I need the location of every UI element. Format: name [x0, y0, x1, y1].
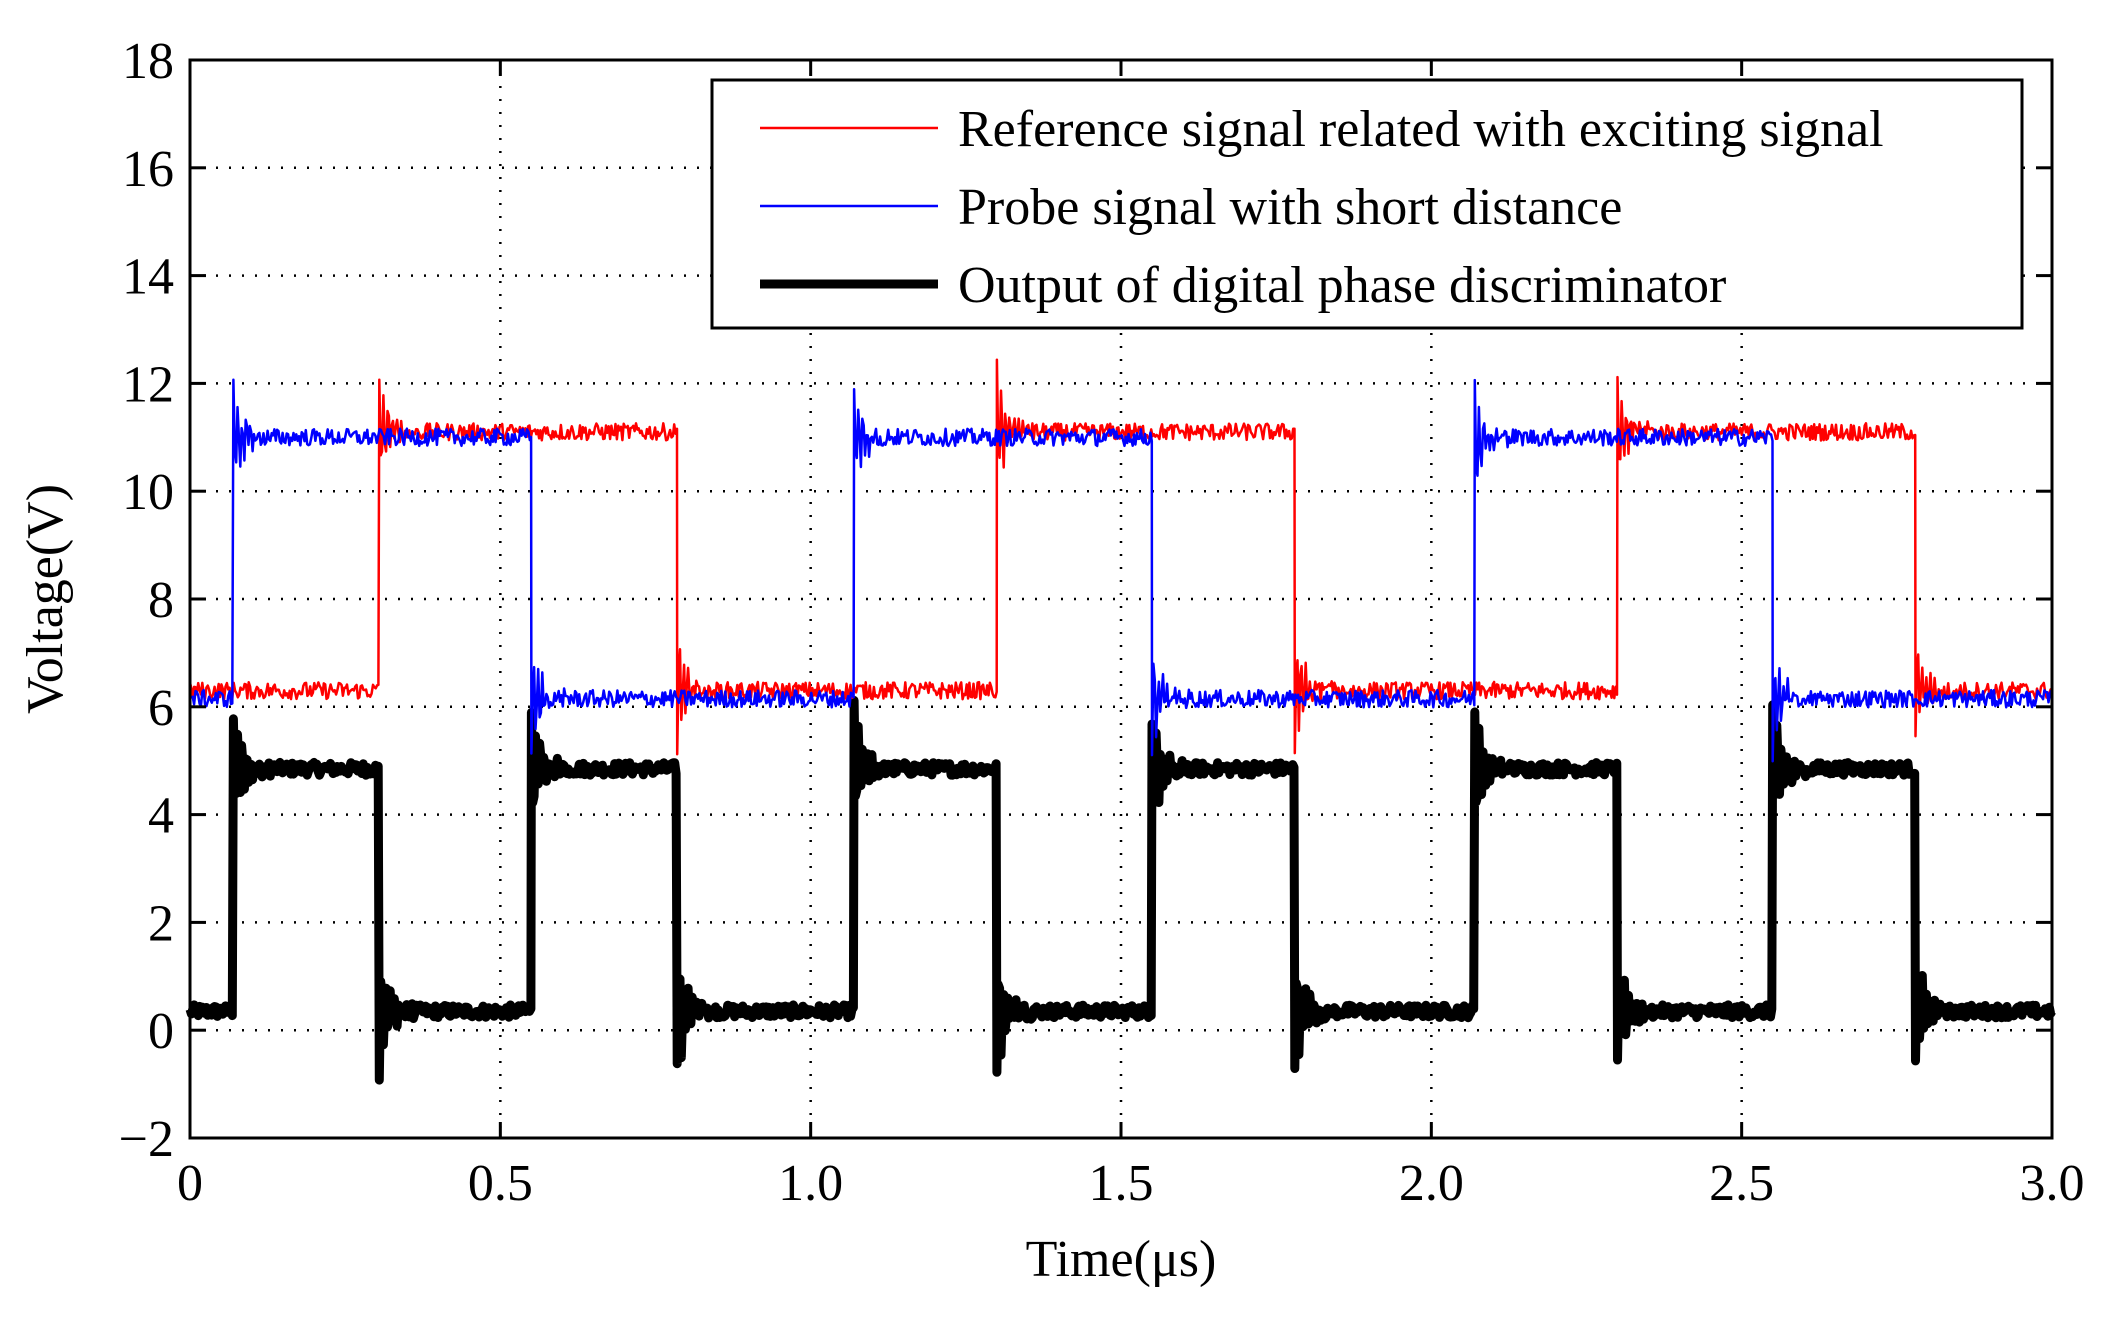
y-tick-label: 18 — [122, 33, 174, 90]
series-line-probe — [189, 378, 2054, 763]
y-tick-label: 14 — [122, 249, 174, 306]
x-tick-label: 3.0 — [2020, 1155, 2085, 1212]
x-tick-label: 1.5 — [1089, 1155, 1154, 1212]
x-tick-label: 2.5 — [1709, 1155, 1774, 1212]
legend-box — [710, 78, 2024, 330]
y-tick-label: −2 — [119, 1111, 174, 1168]
y-tick-label: 2 — [148, 895, 174, 952]
y-tick-label: 10 — [122, 464, 174, 521]
y-tick-label: 4 — [148, 788, 174, 845]
y-tick-label: 16 — [122, 141, 174, 198]
series-layer — [185, 358, 2056, 1085]
x-axis-label: Time(μs) — [1026, 1231, 1217, 1288]
x-tick-label: 2.0 — [1399, 1155, 1464, 1212]
x-tick-label: 0.5 — [468, 1155, 533, 1212]
legend: Reference signal related with exciting s… — [710, 78, 2024, 330]
legend-entry-output: Output of digital phase discriminator — [958, 257, 1726, 314]
y-axis-label: Voltage(V) — [17, 484, 74, 714]
y-tick-label: 8 — [148, 572, 174, 629]
grid-lines — [190, 60, 2052, 1138]
legend-entry-reference: Reference signal related with exciting s… — [958, 101, 1884, 158]
y-tick-label: 6 — [148, 680, 174, 737]
series-line-reference — [188, 358, 2053, 756]
x-tick-label: 1.0 — [778, 1155, 843, 1212]
y-tick-label: 0 — [148, 1003, 174, 1060]
legend-entry-probe: Probe signal with short distance — [958, 179, 1622, 236]
x-tick-label: 0 — [177, 1155, 203, 1212]
series-line-output — [185, 695, 2056, 1085]
y-tick-label: 12 — [122, 356, 174, 413]
